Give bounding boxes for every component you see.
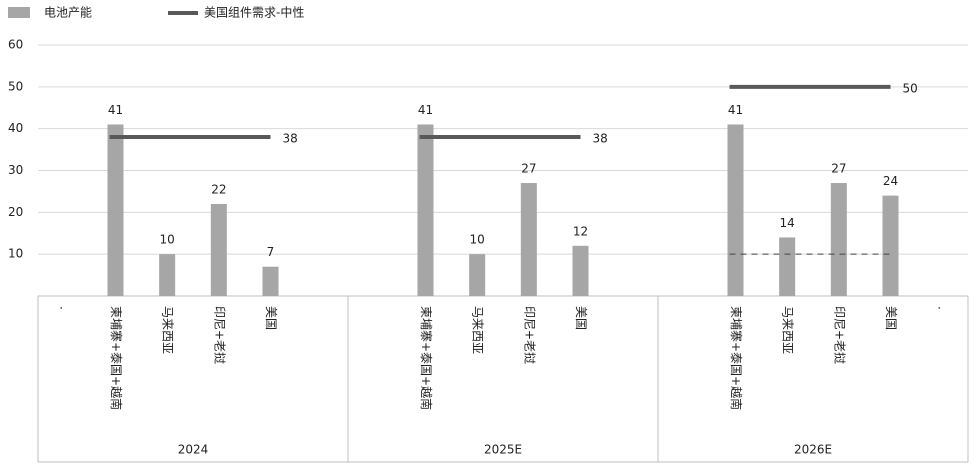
data-label: 41 (418, 103, 433, 117)
y-tick-label: 50 (8, 79, 23, 93)
y-tick-label: 40 (8, 121, 23, 135)
x-tick-label: 柬埔寨+泰国+越南 (419, 306, 434, 410)
bar (159, 254, 176, 296)
y-tick-label: 60 (8, 38, 23, 52)
x-tick-label: 美国 (574, 306, 588, 330)
x-tick-label: 美国 (264, 306, 278, 330)
x-tick-label: 马来西亚 (161, 306, 175, 354)
data-label: 14 (780, 216, 795, 230)
x-tick-label: . (57, 306, 71, 310)
legend-label: 美国组件需求-中性 (204, 5, 304, 20)
bar (520, 183, 537, 296)
data-label: 27 (521, 162, 536, 176)
x-tick-label: 柬埔寨+泰国+越南 (109, 306, 124, 410)
legend-label: 电池产能 (44, 6, 92, 20)
bar (830, 183, 847, 296)
data-label: 10 (470, 233, 485, 247)
bar (262, 266, 279, 296)
y-tick-label: 20 (8, 205, 23, 219)
y-tick-label: 30 (8, 163, 23, 177)
data-label: 27 (831, 162, 846, 176)
bar (727, 124, 744, 296)
x-tick-label: 印尼+老挝 (212, 306, 226, 364)
bar (210, 203, 227, 296)
group-label: 2025E (484, 443, 522, 457)
y-tick-label: 10 (8, 247, 23, 261)
data-label: 50 (903, 81, 918, 95)
x-tick-label: 印尼+老挝 (522, 306, 536, 364)
data-label: 12 (573, 224, 588, 238)
data-label: 24 (883, 174, 898, 188)
x-tick-label: 马来西亚 (781, 306, 795, 354)
data-label: 10 (160, 233, 175, 247)
x-tick-label: . (936, 306, 950, 310)
data-label: 7 (267, 245, 275, 259)
bar (779, 237, 796, 296)
x-tick-label: 马来西亚 (471, 306, 485, 354)
data-label: 41 (108, 103, 123, 117)
legend-swatch (8, 7, 30, 18)
bar (417, 124, 434, 296)
bar (107, 124, 124, 296)
group-label: 2024 (178, 443, 209, 457)
data-label: 38 (283, 132, 298, 146)
bar (469, 254, 486, 296)
x-tick-label: 美国 (884, 306, 898, 330)
x-tick-label: 印尼+老挝 (832, 306, 846, 364)
bar (572, 245, 589, 296)
data-label: 38 (593, 132, 608, 146)
data-label: 41 (728, 103, 743, 117)
group-label: 2026E (794, 443, 832, 457)
data-label: 22 (211, 182, 226, 196)
bar (882, 195, 899, 296)
x-tick-label: 柬埔寨+泰国+越南 (729, 306, 744, 410)
